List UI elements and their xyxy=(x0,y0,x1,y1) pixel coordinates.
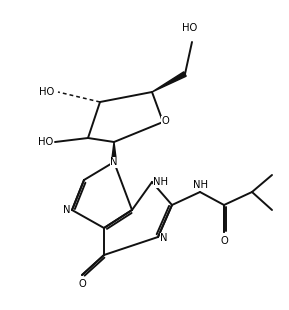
Text: HO: HO xyxy=(38,137,53,147)
Polygon shape xyxy=(112,142,116,162)
Text: NH: NH xyxy=(192,180,208,190)
Text: N: N xyxy=(160,233,168,243)
Text: O: O xyxy=(220,236,228,246)
Text: O: O xyxy=(78,279,86,289)
Text: N: N xyxy=(62,205,70,215)
Text: N: N xyxy=(110,157,118,167)
Text: NH: NH xyxy=(153,177,168,187)
Text: O: O xyxy=(161,116,169,126)
Polygon shape xyxy=(152,72,186,92)
Text: HO: HO xyxy=(182,23,198,33)
Text: HO: HO xyxy=(39,87,54,97)
